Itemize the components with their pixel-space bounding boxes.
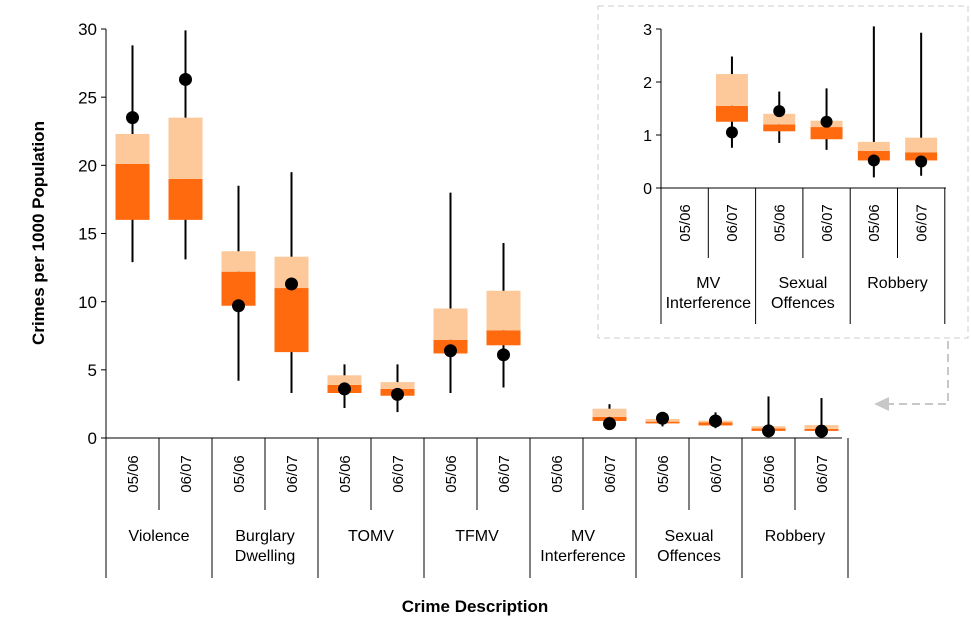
inset-mv-interference-06-07-upper-box xyxy=(715,74,748,106)
y-axis-label: Crimes per 1000 Population xyxy=(29,121,48,345)
main-period-label-tfmv-06-07: 06/07 xyxy=(496,455,513,493)
inset-robbery-05-06-marker xyxy=(867,154,880,167)
inset-period-label-robbery-06-07: 06/07 xyxy=(913,204,930,242)
connector-arrowhead xyxy=(874,397,889,411)
inset-y-tick-label: 3 xyxy=(643,22,652,39)
main-period-label-violence-06-07: 06/07 xyxy=(178,455,195,493)
main-burglary-dwelling-05-06-marker xyxy=(232,299,245,313)
main-tfmv-06-07-lower-box xyxy=(486,330,521,346)
inset-category-label-sexual-offences: Offences xyxy=(771,295,835,312)
inset-plot: 0 1 2 3 05/06 06/07 MV Interference 05/06 06/07 Se… xyxy=(597,5,969,339)
main-category-label-tomv: TOMV xyxy=(348,528,394,545)
main-mv-interference-06-07-upper-box xyxy=(592,408,627,417)
inset-sexual-offences-06-07-marker xyxy=(820,115,833,128)
inset-category-label-mv-interference: Interference xyxy=(666,295,751,312)
main-violence-05-06-marker xyxy=(126,111,139,125)
main-category-label-sexual-offences: Sexual xyxy=(665,528,714,545)
main-robbery-06-07-marker xyxy=(815,424,828,438)
inset-category-label-mv-interference: MV xyxy=(696,275,720,292)
main-tfmv-05-06-marker xyxy=(444,344,457,358)
main-mv-interference-06-07-marker xyxy=(603,417,616,431)
main-y-tick-label: 10 xyxy=(78,293,97,312)
inset-sexual-offences-05-06-upper-box xyxy=(763,113,796,125)
main-period-label-tfmv-05-06: 05/06 xyxy=(443,455,460,493)
main-tfmv-06-07-marker xyxy=(497,348,510,362)
inset-mv-interference-06-07-marker xyxy=(725,126,738,139)
main-category-label-violence: Violence xyxy=(128,528,189,545)
main-period-label-mv-interference-06-07: 06/07 xyxy=(602,455,619,493)
inset-period-label-robbery-05-06: 05/06 xyxy=(866,204,883,242)
inset-y-tick-label: 0 xyxy=(643,181,652,198)
inset-period-label-sexual-offences-05-06: 05/06 xyxy=(772,204,789,242)
inset-sexual-offences-05-06-lower-box xyxy=(763,124,796,132)
inset-period-label-sexual-offences-06-07: 06/07 xyxy=(819,204,836,242)
main-burglary-dwelling-06-07-marker xyxy=(285,277,298,291)
main-y-tick-label: 25 xyxy=(78,88,97,107)
main-tfmv-05-06-upper-box xyxy=(433,308,468,340)
inset-y-tick-label: 2 xyxy=(643,75,652,92)
main-category-label-burglary-dwelling: Burglary xyxy=(235,528,295,545)
inset-y-tick-label: 1 xyxy=(643,128,652,145)
main-violence-05-06-lower-box xyxy=(115,163,150,220)
main-y-tick-label: 30 xyxy=(78,20,97,39)
inset-sexual-offences-06-07-lower-box xyxy=(810,127,843,140)
main-period-label-robbery-05-06: 05/06 xyxy=(761,455,778,493)
main-category-label-tfmv: TFMV xyxy=(455,528,499,545)
main-y-tick-label: 5 xyxy=(88,361,97,380)
inset-frame xyxy=(597,5,969,339)
main-tomv-05-06-marker xyxy=(338,382,351,396)
inset-connector xyxy=(874,341,949,411)
main-period-label-mv-interference-05-06: 05/06 xyxy=(549,455,566,493)
main-burglary-dwelling-06-07-lower-box xyxy=(274,288,309,353)
inset-period-label-mv-interference-05-06: 05/06 xyxy=(677,204,694,242)
main-y-tick-label: 15 xyxy=(78,225,97,244)
inset-category-label-sexual-offences: Sexual xyxy=(778,275,827,292)
main-sexual-offences-06-07-marker xyxy=(709,414,722,428)
inset-mv-interference-06-07-lower-box xyxy=(715,105,748,122)
main-tomv-06-07-marker xyxy=(391,387,404,401)
main-y-tick-label: 0 xyxy=(88,429,97,448)
main-tomv-06-07-upper-box xyxy=(380,382,415,389)
inset-robbery-05-06-upper-box xyxy=(857,141,890,151)
main-period-label-sexual-offences-05-06: 05/06 xyxy=(655,455,672,493)
main-violence-06-07-lower-box xyxy=(168,178,203,220)
main-period-label-robbery-06-07: 06/07 xyxy=(814,455,831,493)
main-category-label-sexual-offences: Offences xyxy=(657,548,721,565)
main-violence-06-07-upper-box xyxy=(168,117,203,179)
main-period-label-tomv-05-06: 05/06 xyxy=(337,455,354,493)
x-axis-label: Crime Description xyxy=(402,597,548,616)
main-period-label-sexual-offences-06-07: 06/07 xyxy=(708,455,725,493)
main-violence-06-07-marker xyxy=(179,72,192,86)
inset-robbery-06-07-marker xyxy=(915,155,928,168)
main-category-label-robbery: Robbery xyxy=(765,528,825,545)
main-period-label-burglary-dwelling-06-07: 06/07 xyxy=(284,455,301,493)
main-burglary-dwelling-05-06-upper-box xyxy=(221,251,256,272)
main-period-label-burglary-dwelling-05-06: 05/06 xyxy=(231,455,248,493)
inset-sexual-offences-05-06-marker xyxy=(773,105,786,118)
main-category-label-mv-interference: MV xyxy=(571,528,595,545)
inset-category-label-robbery: Robbery xyxy=(867,275,927,292)
inset-period-label-mv-interference-06-07: 06/07 xyxy=(724,204,741,242)
connector-line xyxy=(888,341,949,405)
main-y-tick-label: 20 xyxy=(78,156,97,175)
inset-robbery-06-07-upper-box xyxy=(905,137,938,153)
main-category-label-mv-interference: Interference xyxy=(540,548,625,565)
main-sexual-offences-05-06-marker xyxy=(656,411,669,425)
main-tomv-05-06-upper-box xyxy=(327,375,362,385)
main-period-label-violence-05-06: 05/06 xyxy=(125,455,142,493)
main-tfmv-06-07-upper-box xyxy=(486,290,521,331)
main-period-label-tomv-06-07: 06/07 xyxy=(390,455,407,493)
main-robbery-05-06-marker xyxy=(762,424,775,438)
main-violence-05-06-upper-box xyxy=(115,133,150,164)
main-category-label-burglary-dwelling: Dwelling xyxy=(235,548,295,565)
